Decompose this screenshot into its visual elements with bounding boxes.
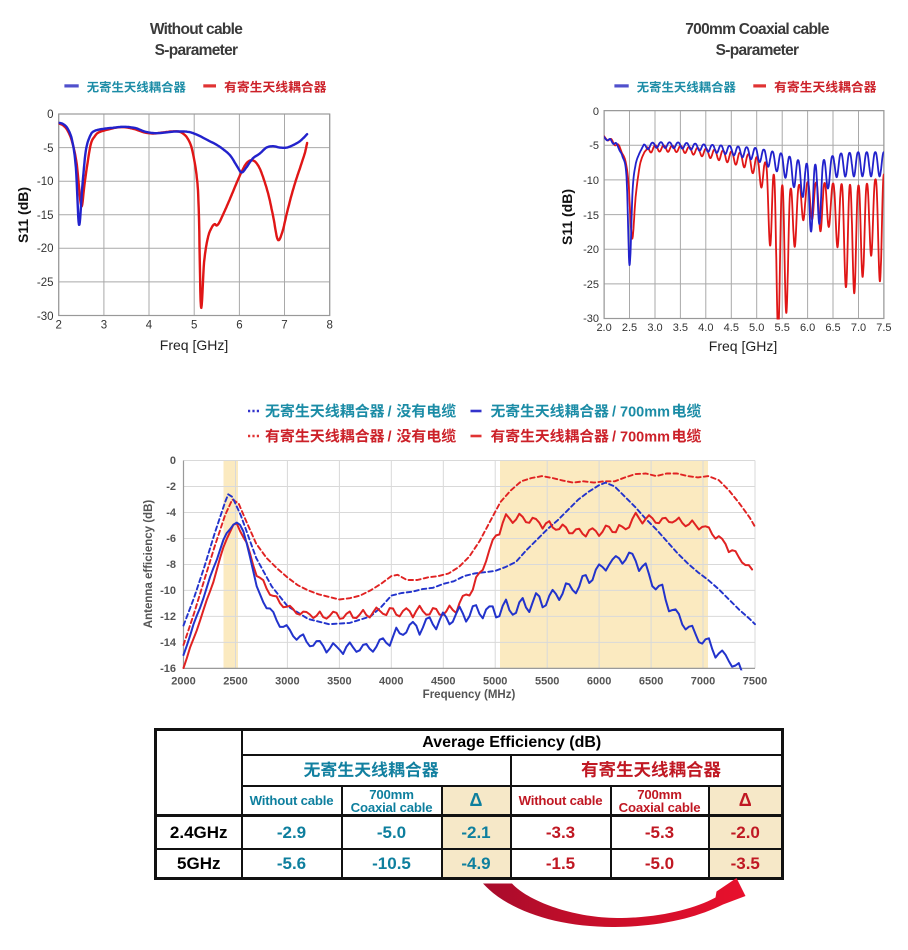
svg-text:-12: -12 [160, 611, 176, 623]
svg-text:-14: -14 [160, 637, 177, 649]
svg-text:/: / [388, 404, 392, 420]
svg-text:-8: -8 [166, 559, 176, 571]
svg-text:-25: -25 [37, 277, 54, 289]
svg-text:2.0: 2.0 [596, 322, 611, 334]
svg-text:4.0: 4.0 [698, 322, 713, 334]
svg-text:7: 7 [281, 320, 287, 332]
svg-text:8: 8 [326, 320, 332, 332]
svg-text:/ 700mm: / 700mm [612, 404, 670, 420]
svg-text:Without cable: Without cable [150, 21, 243, 38]
svg-text:S11 (dB): S11 (dB) [15, 187, 31, 243]
svg-text:3.0: 3.0 [647, 322, 662, 334]
svg-text:3500: 3500 [327, 676, 351, 688]
svg-text:-30: -30 [583, 313, 599, 325]
svg-text:2500: 2500 [223, 676, 247, 688]
svg-text:-30: -30 [37, 311, 54, 323]
svg-text:-4: -4 [166, 507, 177, 519]
svg-text:-2: -2 [166, 481, 176, 493]
svg-text:-5: -5 [589, 140, 599, 152]
svg-text:-5: -5 [43, 143, 53, 155]
svg-text:0: 0 [593, 106, 599, 118]
svg-text:Antenna efficiency (dB): Antenna efficiency (dB) [143, 500, 155, 629]
svg-text:-16: -16 [160, 663, 176, 675]
svg-text:5.5: 5.5 [775, 322, 790, 334]
svg-text:6.0: 6.0 [800, 322, 815, 334]
svg-text:6000: 6000 [587, 676, 611, 688]
svg-text:6500: 6500 [639, 676, 663, 688]
svg-text:-10: -10 [583, 175, 599, 187]
svg-text:-6: -6 [166, 533, 176, 545]
svg-text:7.0: 7.0 [851, 322, 866, 334]
svg-text:Freq [GHz]: Freq [GHz] [160, 337, 228, 353]
svg-text:2: 2 [55, 320, 61, 332]
svg-text:5: 5 [191, 320, 197, 332]
svg-text:2.5: 2.5 [622, 322, 637, 334]
svg-text:4000: 4000 [379, 676, 403, 688]
svg-text:Freq [GHz]: Freq [GHz] [709, 338, 777, 354]
svg-text:0: 0 [47, 109, 53, 121]
svg-text:4500: 4500 [431, 676, 455, 688]
svg-text:3.5: 3.5 [673, 322, 688, 334]
svg-text:S11 (dB): S11 (dB) [559, 189, 575, 245]
svg-text:-15: -15 [583, 210, 599, 222]
svg-text:Frequency (MHz): Frequency (MHz) [423, 689, 516, 701]
svg-text:/ 700mm: / 700mm [612, 429, 670, 445]
svg-text:2000: 2000 [171, 676, 195, 688]
svg-text:-20: -20 [583, 244, 599, 256]
svg-text:S-parameter: S-parameter [155, 42, 238, 59]
svg-text:4.5: 4.5 [724, 322, 739, 334]
svg-text:/: / [388, 429, 392, 445]
svg-text:0: 0 [170, 455, 176, 467]
svg-text:6: 6 [236, 320, 242, 332]
svg-text:-10: -10 [37, 176, 54, 188]
svg-text:3000: 3000 [275, 676, 299, 688]
svg-text:S-parameter: S-parameter [716, 42, 799, 59]
svg-text:700mm Coaxial cable: 700mm Coaxial cable [685, 21, 830, 38]
svg-text:3: 3 [101, 320, 107, 332]
svg-text:6.5: 6.5 [825, 322, 840, 334]
svg-text:5.0: 5.0 [749, 322, 764, 334]
svg-text:7.5: 7.5 [876, 322, 891, 334]
svg-text:-25: -25 [583, 279, 599, 291]
svg-text:7500: 7500 [743, 676, 767, 688]
svg-text:4: 4 [146, 320, 153, 332]
svg-text:-20: -20 [37, 243, 54, 255]
svg-text:-15: -15 [37, 210, 54, 222]
svg-text:7000: 7000 [691, 676, 715, 688]
svg-text:5500: 5500 [535, 676, 559, 688]
svg-text:-10: -10 [160, 585, 176, 597]
svg-text:5000: 5000 [483, 676, 507, 688]
